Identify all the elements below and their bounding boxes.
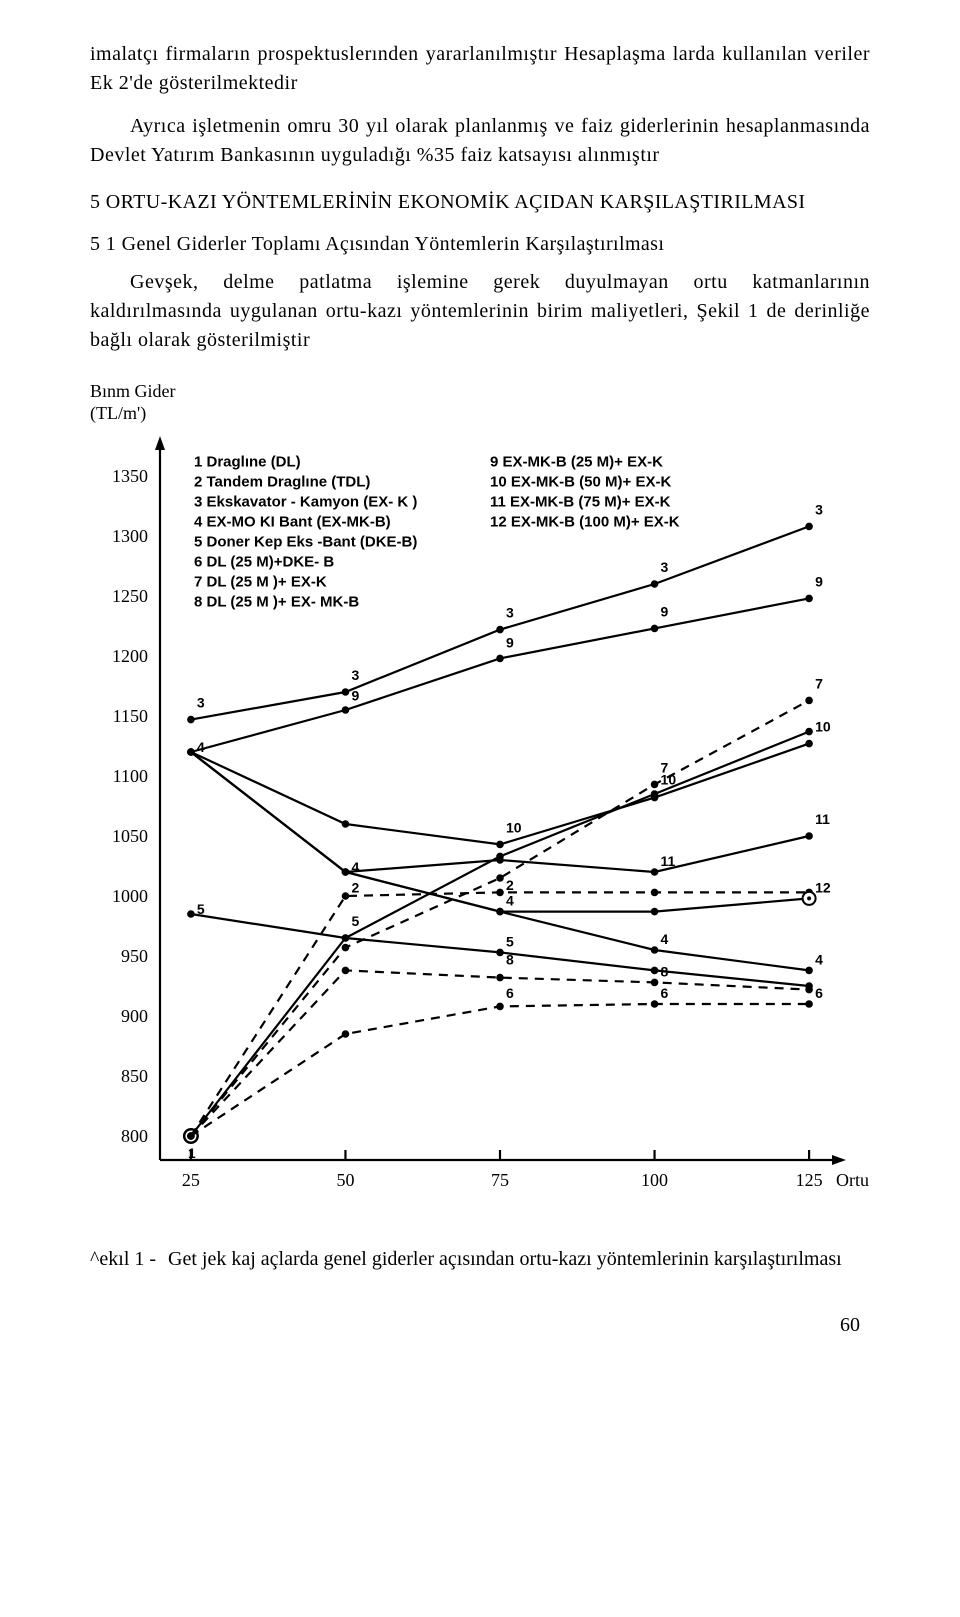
svg-text:3: 3 (815, 502, 823, 518)
svg-text:125: 125 (796, 1170, 823, 1190)
svg-text:5: 5 (506, 934, 514, 950)
svg-text:12 EX-MK-B (100 M)+ EX-K: 12 EX-MK-B (100 M)+ EX-K (490, 514, 680, 531)
svg-text:3: 3 (351, 667, 359, 683)
svg-text:10: 10 (661, 772, 677, 788)
svg-text:8: 8 (506, 952, 514, 968)
svg-text:850: 850 (121, 1066, 148, 1086)
svg-text:11 EX-MK-B (75 M)+ EX-K: 11 EX-MK-B (75 M)+ EX-K (490, 494, 671, 511)
svg-text:8: 8 (661, 964, 669, 980)
svg-text:1100: 1100 (113, 766, 148, 786)
chart-y-label-line2: (TL/m') (90, 403, 146, 423)
chart-y-label: Bınm Gider (TL/m') (90, 381, 870, 424)
svg-text:1150: 1150 (113, 706, 148, 726)
svg-text:6: 6 (815, 985, 823, 1001)
figure-caption: ^ekıl 1 - Get jek kaj açlarda genel gide… (90, 1245, 870, 1274)
svg-text:1000: 1000 (112, 886, 148, 906)
svg-text:5: 5 (197, 901, 205, 917)
svg-text:1300: 1300 (112, 526, 148, 546)
svg-text:7: 7 (815, 676, 823, 692)
svg-text:5: 5 (351, 913, 359, 929)
svg-text:9: 9 (815, 574, 823, 590)
svg-text:10 EX-MK-B (50 M)+ EX-K: 10 EX-MK-B (50 M)+ EX-K (490, 474, 671, 491)
svg-text:4: 4 (351, 859, 359, 875)
svg-text:7 DL (25 M )+ EX-K: 7 DL (25 M )+ EX-K (194, 574, 327, 591)
svg-text:1050: 1050 (112, 826, 148, 846)
chart-svg: 8008509009501000105011001150120012501300… (90, 430, 870, 1200)
svg-text:4: 4 (815, 952, 823, 968)
svg-text:9: 9 (506, 635, 514, 651)
svg-text:3: 3 (197, 695, 205, 711)
svg-text:75: 75 (491, 1170, 509, 1190)
svg-text:2: 2 (506, 877, 514, 893)
svg-text:100: 100 (641, 1170, 668, 1190)
svg-text:6 DL (25 M)+DKE- B: 6 DL (25 M)+DKE- B (194, 554, 334, 571)
svg-text:4: 4 (197, 739, 205, 755)
svg-text:900: 900 (121, 1006, 148, 1026)
svg-text:1200: 1200 (112, 646, 148, 666)
page-number: 60 (90, 1314, 870, 1337)
svg-text:3 Ekskavator - Kamyon (EX- K ): 3 Ekskavator - Kamyon (EX- K ) (194, 494, 417, 511)
svg-text:2: 2 (351, 880, 359, 896)
svg-text:11: 11 (815, 811, 830, 827)
svg-text:4: 4 (506, 893, 514, 909)
svg-text:3: 3 (506, 605, 514, 621)
page: imalatçı firmaların prospektuslerınden y… (0, 0, 960, 1377)
svg-text:1: 1 (188, 1145, 196, 1161)
paragraph-3: Gevşek, delme patlatma işlemine gerek du… (90, 268, 870, 355)
svg-text:25: 25 (182, 1170, 200, 1190)
svg-text:6: 6 (661, 985, 669, 1001)
svg-text:1 Draglıne (DL): 1 Draglıne (DL) (194, 454, 301, 471)
svg-text:10: 10 (506, 820, 522, 836)
paragraph-2: Ayrıca işletmenin omru 30 yıl olarak pla… (90, 112, 870, 170)
svg-text:800: 800 (121, 1126, 148, 1146)
svg-text:Ortu kalınlığı (m): Ortu kalınlığı (m) (836, 1170, 870, 1191)
svg-text:950: 950 (121, 946, 148, 966)
chart-container: Bınm Gider (TL/m') 800850900950100010501… (90, 381, 870, 1205)
chart-y-label-line1: Bınm Gider (90, 381, 176, 401)
svg-text:9: 9 (661, 604, 669, 620)
figure-caption-label: ^ekıl 1 - (90, 1245, 168, 1274)
section-5-1-heading: 5 1 Genel Giderler Toplamı Açısından Yön… (90, 230, 870, 258)
svg-text:8 DL (25 M )+ EX- MK-B: 8 DL (25 M )+ EX- MK-B (194, 594, 359, 611)
svg-text:9 EX-MK-B (25 M)+ EX-K: 9 EX-MK-B (25 M)+ EX-K (490, 454, 663, 471)
svg-text:9: 9 (351, 688, 359, 704)
svg-text:4: 4 (661, 931, 669, 947)
svg-text:2 Tandem Draglıne (TDL): 2 Tandem Draglıne (TDL) (194, 474, 370, 491)
svg-text:6: 6 (506, 985, 514, 1001)
svg-text:1250: 1250 (112, 586, 148, 606)
svg-text:11: 11 (661, 853, 676, 869)
svg-text:3: 3 (661, 559, 669, 575)
section-5-heading: 5 ORTU-KAZI YÖNTEMLERİNİN EKONOMİK AÇIDA… (90, 188, 870, 216)
paragraph-1: imalatçı firmaların prospektuslerınden y… (90, 40, 870, 98)
svg-text:1350: 1350 (112, 466, 148, 486)
figure-caption-text: Get jek kaj açlarda genel giderler açısı… (168, 1245, 870, 1274)
svg-text:50: 50 (336, 1170, 354, 1190)
svg-text:5 Doner Kep Eks -Bant (DKE-B): 5 Doner Kep Eks -Bant (DKE-B) (194, 534, 417, 551)
svg-text:10: 10 (815, 719, 831, 735)
svg-text:12: 12 (815, 880, 831, 896)
svg-text:4 EX-MO KI Bant (EX-MK-B): 4 EX-MO KI Bant (EX-MK-B) (194, 514, 391, 531)
